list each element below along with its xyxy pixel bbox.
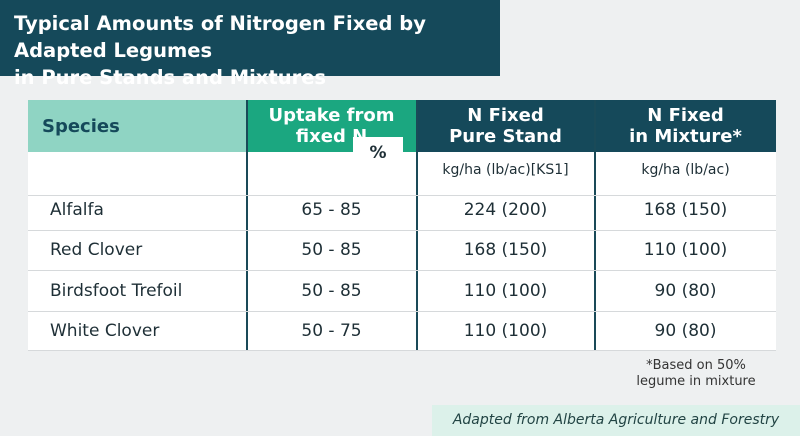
- table-cell: 90 (80): [654, 321, 717, 341]
- column-header: N Fixed Pure Stand: [417, 100, 594, 152]
- table-cell: 168 (150): [463, 240, 548, 260]
- header-line: Pure Stand: [449, 126, 562, 147]
- table-cell: 50 - 75: [301, 321, 362, 341]
- table-cell: Birdsfoot Trefoil: [50, 281, 183, 301]
- table-cell: 90 (80): [654, 281, 717, 301]
- header-line: Uptake from: [268, 105, 395, 126]
- row-divider: [28, 350, 776, 351]
- source-note: Adapted from Alberta Agriculture and For…: [432, 405, 800, 436]
- title-line: Typical Amounts of Nitrogen Fixed by Ada…: [14, 12, 426, 62]
- column-header: N Fixed in Mixture*: [595, 100, 776, 152]
- table-cell: 50 - 85: [301, 240, 362, 260]
- title-line: in Pure Stands and Mixtures: [14, 66, 327, 89]
- table-cell: White Clover: [50, 321, 160, 341]
- header-line: N Fixed: [467, 105, 544, 126]
- table-cell: Alfalfa: [50, 200, 104, 220]
- unit-label: kg/ha (lb/ac)[KS1]: [442, 162, 569, 178]
- table-cell: 110 (100): [643, 240, 728, 260]
- column-divider: [246, 100, 248, 350]
- table-cell: 110 (100): [463, 281, 548, 301]
- row-divider: [28, 195, 776, 196]
- header-line: fixed N: [295, 126, 368, 147]
- table-cell: 110 (100): [463, 321, 548, 341]
- header-line: N Fixed: [647, 105, 724, 126]
- header-line: Species: [42, 116, 120, 137]
- row-divider: [28, 311, 776, 312]
- column-divider: [594, 100, 596, 350]
- table-cell: Red Clover: [50, 240, 143, 260]
- title-box: Typical Amounts of Nitrogen Fixed by Ada…: [0, 0, 500, 89]
- table-cell: 50 - 85: [301, 281, 362, 301]
- table-cell: 168 (150): [643, 200, 728, 220]
- column-divider: [416, 100, 418, 350]
- row-divider: [28, 230, 776, 231]
- column-header: Species: [28, 100, 246, 152]
- table-cell: 65 - 85: [301, 200, 362, 220]
- unit-label: kg/ha (lb/ac): [641, 162, 730, 178]
- footnote-line: *Based on 50%: [646, 358, 746, 373]
- table-cell: 224 (200): [463, 200, 548, 220]
- footnote-line: legume in mixture: [636, 374, 756, 389]
- header-line: in Mixture*: [629, 126, 742, 147]
- unit-badge: %: [353, 137, 403, 170]
- row-divider: [28, 270, 776, 271]
